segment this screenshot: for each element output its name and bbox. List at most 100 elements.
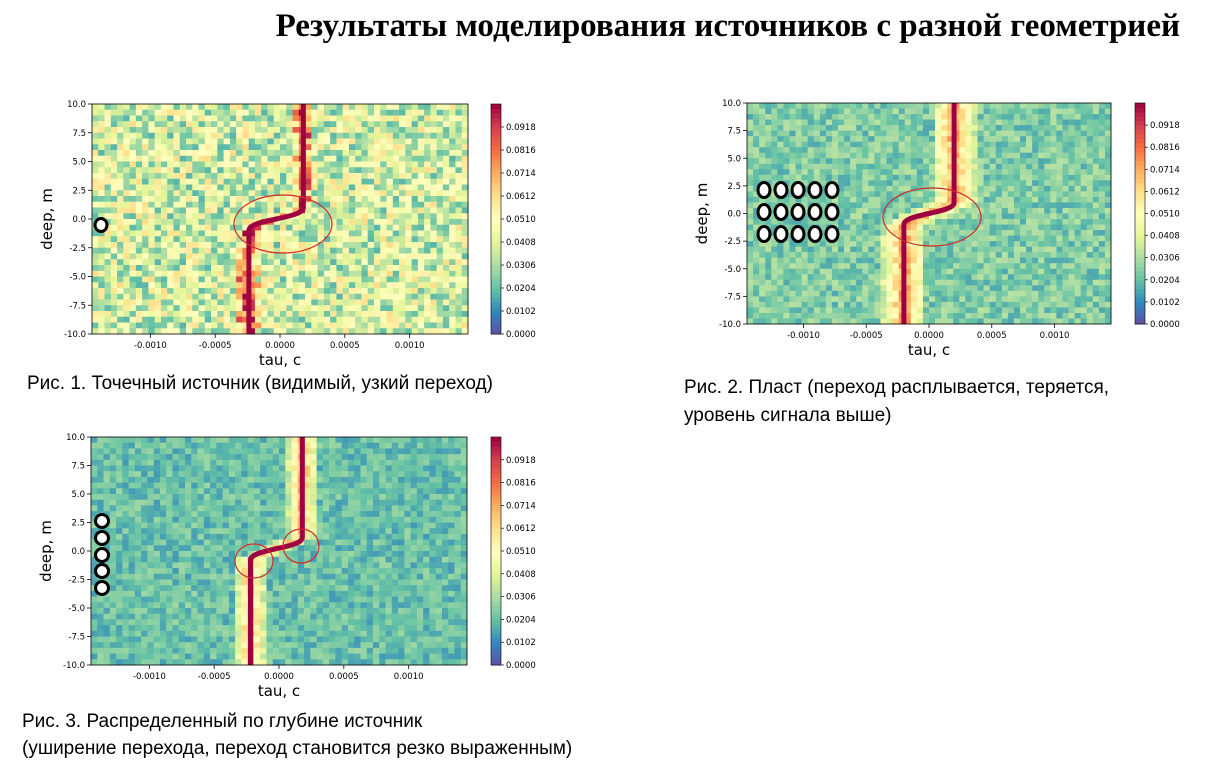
heatmap-cell (392, 213, 400, 220)
heatmap-cell (904, 169, 912, 176)
heatmap-cell (771, 103, 778, 109)
heatmap-cell (1026, 307, 1033, 314)
heatmap-cell (1013, 185, 1021, 192)
heatmap-cell (198, 190, 206, 197)
heatmap-cell (838, 230, 845, 236)
figure-1-caption: Рис. 1. Точечный источник (видимый, узки… (27, 373, 493, 394)
heatmap-cell (317, 236, 325, 243)
heatmap-cell (223, 190, 231, 197)
heatmap-cell (995, 180, 1003, 187)
heatmap-cell (819, 196, 827, 203)
heatmap-cell (449, 150, 456, 157)
heatmap-cell (211, 178, 218, 185)
heatmap-cell (330, 293, 337, 300)
heatmap-cell (355, 253, 362, 260)
heatmap-cell (953, 252, 960, 259)
heatmap-cell (117, 109, 124, 116)
heatmap-cell (789, 279, 796, 286)
heatmap-cell (142, 299, 149, 306)
heatmap-cell (910, 185, 918, 192)
heatmap-cell (807, 257, 815, 264)
heatmap-cell (1092, 268, 1100, 275)
heatmap-cell (929, 307, 936, 314)
colorbar-tick-label: 0.0000 (1150, 320, 1180, 330)
heatmap-cell (236, 121, 243, 128)
heatmap-cell (280, 207, 287, 214)
heatmap-cell (1020, 185, 1027, 192)
heatmap-cell (1104, 141, 1112, 148)
heatmap-cell (1056, 141, 1063, 148)
heatmap-cell (236, 127, 243, 134)
heatmap-cell (442, 196, 450, 203)
heatmap-cell (1074, 125, 1082, 132)
heatmap-cell (753, 119, 760, 126)
heatmap-cell (148, 253, 156, 260)
heatmap-cell (1032, 141, 1039, 148)
heatmap-cell (192, 270, 199, 277)
heatmap-cell (1098, 185, 1106, 192)
heatmap-cell (267, 178, 275, 185)
heatmap-cell (1104, 235, 1112, 242)
heatmap-cell (280, 224, 287, 231)
heatmap-cell (1001, 301, 1009, 308)
heatmap-cell (1062, 241, 1069, 248)
heatmap-cell (1056, 119, 1063, 126)
heatmap-cell (1013, 257, 1021, 264)
heatmap-cell (411, 219, 419, 226)
heatmap-cell (236, 293, 243, 300)
x-tick-label: 0.0000 (265, 341, 295, 351)
heatmap-cell (167, 282, 174, 289)
heatmap-cell (1044, 246, 1051, 253)
heatmap-cell (771, 252, 778, 259)
heatmap-cell (317, 132, 325, 139)
heatmap-cell (910, 158, 918, 165)
heatmap-cell (204, 288, 212, 295)
heatmap-cell (1001, 108, 1009, 115)
heatmap-cell (461, 236, 469, 243)
heatmap-cell (292, 104, 300, 111)
heatmap-cell (1074, 108, 1082, 115)
heatmap-cell (916, 252, 924, 259)
heatmap-cell (1056, 213, 1063, 220)
heatmap-cell (1038, 174, 1045, 181)
heatmap-cell (160, 230, 168, 237)
heatmap-cell (941, 147, 948, 154)
heatmap-cell (1032, 158, 1039, 165)
heatmap-cell (286, 150, 293, 157)
heatmap-cell (424, 127, 431, 134)
heatmap-cell (248, 196, 256, 203)
heatmap-cell (959, 301, 966, 308)
heatmap-cell (229, 242, 237, 249)
heatmap-cell (1050, 263, 1057, 270)
heatmap-cell (1038, 246, 1045, 253)
heatmap-cell (929, 213, 936, 220)
heatmap-cell (135, 282, 143, 289)
heatmap-cell (747, 213, 754, 220)
heatmap-cell (989, 318, 997, 325)
heatmap-cell (455, 127, 463, 134)
heatmap-cell (173, 270, 181, 277)
heatmap-cell (305, 299, 312, 306)
heatmap-cell (916, 136, 924, 143)
heatmap-cell (1020, 136, 1027, 143)
heatmap-cell (405, 132, 412, 139)
heatmap-cell (229, 104, 237, 111)
heatmap-cell (1080, 230, 1088, 236)
heatmap-cell (167, 155, 174, 162)
heatmap-cell (989, 263, 997, 270)
heatmap-cell (449, 293, 456, 300)
heatmap-cell (953, 307, 960, 314)
heatmap-cell (236, 247, 243, 254)
heatmap-cell (765, 279, 772, 286)
heatmap-cell (1013, 125, 1021, 132)
heatmap-cell (898, 114, 906, 120)
heatmap-cell (959, 268, 966, 275)
heatmap-cell (198, 201, 206, 208)
colorbar-segment (491, 278, 501, 284)
heatmap-cell (801, 263, 809, 270)
heatmap-cell (1044, 296, 1051, 303)
heatmap-cell (1080, 152, 1088, 159)
heatmap-cell (123, 230, 130, 237)
heatmap-cell (229, 184, 237, 191)
heatmap-cell (753, 290, 760, 297)
